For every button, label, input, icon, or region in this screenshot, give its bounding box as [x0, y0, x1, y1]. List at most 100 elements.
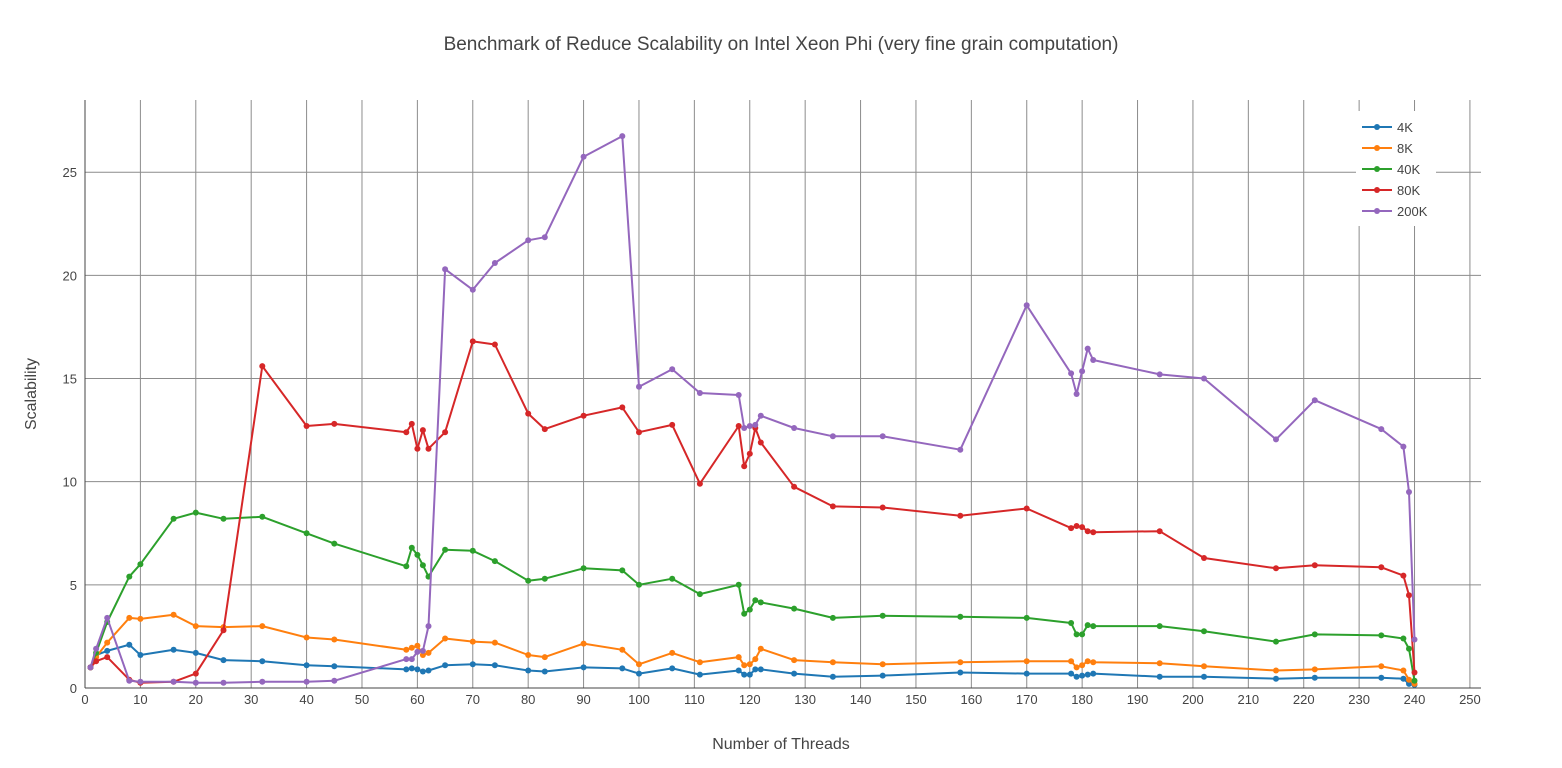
series-200K: [87, 133, 1418, 686]
data-point: [669, 649, 676, 656]
x-tick-label: 140: [850, 692, 872, 707]
data-point: [442, 266, 449, 273]
x-tick-label: 250: [1459, 692, 1481, 707]
legend-item-80K[interactable]: 80K: [1362, 183, 1420, 198]
data-point: [1073, 664, 1080, 671]
y-axis-title: Scalability: [23, 358, 40, 430]
data-point: [1079, 524, 1086, 531]
x-axis-title: Number of Threads: [712, 736, 850, 753]
data-point: [303, 678, 310, 685]
x-tick-label: 170: [1016, 692, 1038, 707]
data-point: [1084, 528, 1091, 535]
legend-item-8K[interactable]: 8K: [1362, 141, 1413, 156]
data-point: [414, 648, 421, 655]
data-point: [425, 667, 432, 674]
data-point: [403, 563, 410, 570]
data-point: [192, 623, 199, 630]
data-point: [303, 423, 310, 429]
data-point: [1084, 671, 1091, 678]
data-point: [1156, 623, 1163, 630]
data-point: [696, 671, 703, 678]
data-point: [408, 656, 415, 663]
y-tick-label: 10: [63, 475, 77, 490]
data-point: [1090, 670, 1097, 677]
data-point: [735, 581, 742, 588]
data-point: [957, 446, 964, 453]
data-point: [1084, 345, 1091, 352]
data-point: [1079, 631, 1086, 638]
data-point: [829, 659, 836, 666]
data-point: [541, 668, 548, 675]
x-tick-label: 110: [684, 692, 705, 707]
data-point: [580, 153, 587, 160]
data-point: [414, 445, 421, 452]
data-point: [879, 612, 886, 619]
data-point: [696, 480, 703, 487]
data-point: [752, 421, 759, 428]
data-point: [1378, 426, 1385, 433]
data-point: [1273, 436, 1279, 443]
data-point: [469, 661, 476, 668]
data-point: [741, 463, 748, 470]
data-point: [170, 678, 177, 685]
data-point: [1068, 658, 1075, 665]
data-point: [93, 645, 100, 652]
data-point: [829, 673, 836, 680]
data-point: [1311, 631, 1318, 638]
data-point: [104, 614, 111, 621]
data-point: [1400, 635, 1407, 642]
data-point: [403, 429, 410, 436]
x-tick-label: 60: [410, 692, 424, 707]
data-point: [879, 672, 886, 679]
data-point: [636, 581, 642, 588]
data-point: [741, 425, 748, 431]
data-point: [791, 483, 798, 490]
x-tick-label: 70: [466, 692, 480, 707]
data-point: [137, 652, 144, 658]
data-point: [1084, 658, 1091, 665]
data-point: [220, 627, 227, 634]
series-lines: [87, 133, 1418, 688]
data-point: [442, 429, 449, 436]
data-point: [414, 666, 421, 673]
data-point: [1090, 529, 1097, 536]
data-point: [442, 546, 449, 553]
data-point: [425, 623, 432, 630]
data-point: [525, 667, 532, 674]
data-point: [126, 614, 133, 621]
data-point: [408, 665, 415, 672]
x-tick-label: 230: [1348, 692, 1370, 707]
data-point: [1411, 677, 1418, 684]
data-point: [879, 433, 886, 440]
legend-item-40K[interactable]: 40K: [1362, 162, 1420, 177]
data-point: [1090, 357, 1097, 363]
data-point: [669, 665, 676, 672]
data-point: [1201, 673, 1207, 680]
data-point: [957, 512, 964, 519]
data-point: [879, 661, 886, 668]
data-point: [192, 670, 199, 677]
data-point: [1311, 562, 1318, 569]
data-point: [192, 649, 199, 656]
data-point: [619, 665, 626, 672]
data-point: [746, 661, 753, 668]
data-point: [1273, 638, 1279, 645]
data-point: [746, 671, 753, 678]
legend[interactable]: 4K 8K 40K 80K 200K: [1356, 111, 1436, 226]
data-point: [408, 544, 415, 551]
legend-item-4K[interactable]: 4K: [1362, 120, 1413, 135]
data-point: [1378, 632, 1385, 639]
data-point: [137, 615, 144, 622]
legend-swatch-marker: [1374, 145, 1380, 151]
data-point: [1023, 670, 1030, 677]
data-point: [580, 565, 587, 572]
data-point: [619, 404, 626, 411]
data-point: [259, 363, 266, 370]
data-point: [757, 666, 764, 673]
data-point: [126, 677, 133, 684]
data-point: [414, 551, 421, 558]
legend-item-200K[interactable]: 200K: [1362, 204, 1428, 219]
data-point: [1073, 391, 1080, 397]
series-40K: [87, 509, 1418, 684]
data-point: [752, 656, 759, 663]
